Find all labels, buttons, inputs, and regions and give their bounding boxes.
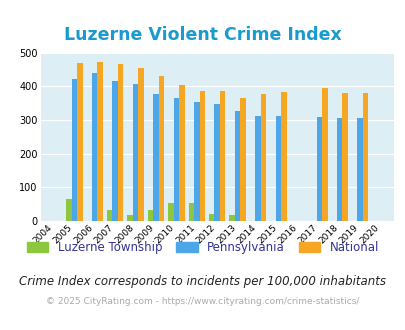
Bar [107,210,112,221]
Bar [153,93,158,221]
Bar [158,76,164,221]
Bar [77,63,82,221]
Bar [168,203,173,221]
Bar [117,64,123,221]
Text: Luzerne Violent Crime Index: Luzerne Violent Crime Index [64,26,341,44]
Bar [132,84,138,221]
Text: © 2025 CityRating.com - https://www.cityrating.com/crime-statistics/: © 2025 CityRating.com - https://www.city… [46,297,359,306]
Bar [336,118,342,221]
Bar [194,102,199,221]
Bar [199,91,205,221]
Bar [255,116,260,221]
Bar [316,117,321,221]
Bar [356,118,362,221]
Bar [260,94,266,221]
Bar [234,111,240,221]
Bar [92,73,97,221]
Bar [71,79,77,221]
Bar [66,199,71,221]
Text: Crime Index corresponds to incidents per 100,000 inhabitants: Crime Index corresponds to incidents per… [19,275,386,288]
Legend: Luzerne Township, Pennsylvania, National: Luzerne Township, Pennsylvania, National [22,236,383,259]
Bar [147,210,153,221]
Bar [229,215,234,221]
Bar [188,203,194,221]
Bar [138,68,143,221]
Bar [173,98,179,221]
Bar [127,215,132,221]
Bar [240,98,245,221]
Bar [281,92,286,221]
Bar [97,62,103,221]
Bar [209,214,214,221]
Bar [362,93,367,221]
Bar [220,91,225,221]
Bar [275,116,281,221]
Bar [112,81,117,221]
Bar [342,93,347,221]
Bar [321,88,327,221]
Bar [214,104,220,221]
Bar [179,85,184,221]
